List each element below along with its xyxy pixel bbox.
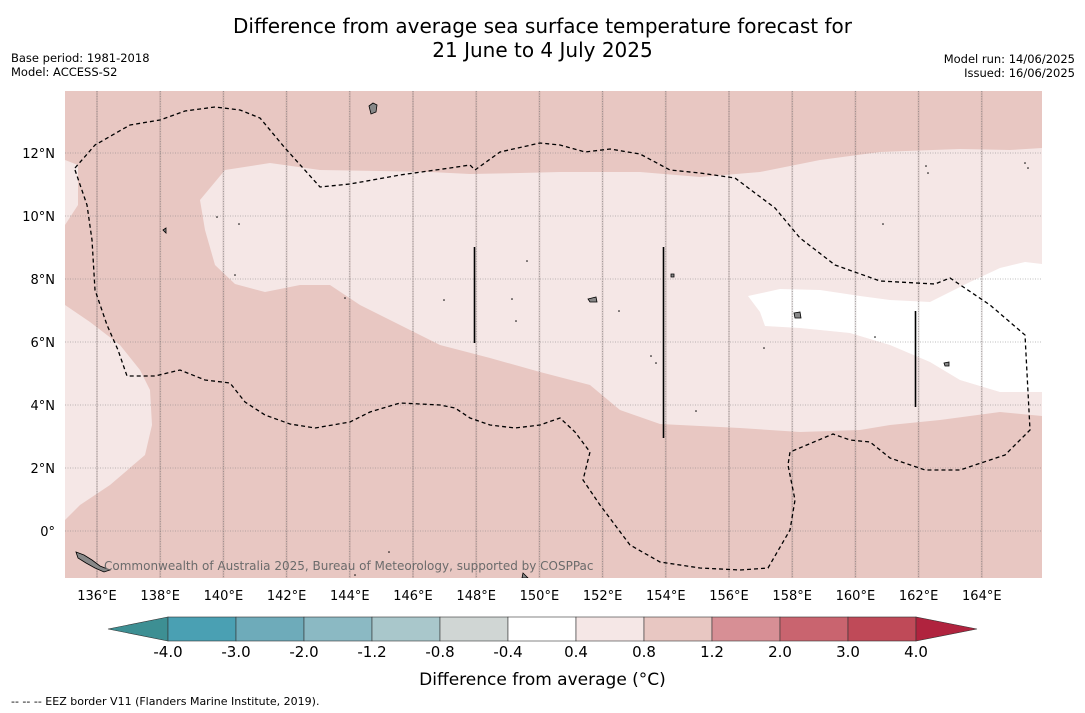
longitude-label: 162°E — [899, 589, 939, 604]
colorbar-over-arrow — [915, 616, 978, 642]
longitude-label: 158°E — [772, 589, 812, 604]
island-pohnpei — [793, 311, 802, 319]
atolls — [216, 162, 1029, 576]
anomaly-band-0.4-0.8 — [200, 148, 1042, 432]
latitude-label: 6°N — [31, 336, 56, 351]
latitude-label: 2°N — [31, 462, 56, 477]
island-puluwat — [670, 273, 675, 278]
meridian-band — [791, 91, 794, 578]
colorbar-segment — [711, 616, 781, 642]
latitude-label: 0° — [40, 525, 55, 540]
longitude-label: 156°E — [709, 589, 749, 604]
map-title: Difference from average sea surface temp… — [0, 14, 1085, 62]
colorbar-segment — [303, 616, 373, 642]
colorbar-segment — [847, 616, 917, 642]
meridian-band — [664, 91, 667, 578]
longitude-label: 154°E — [646, 589, 686, 604]
colorbar-segment — [575, 616, 645, 642]
anomaly-se-tongue — [840, 440, 1042, 578]
latitude-label: 4°N — [31, 399, 56, 414]
longitude-label: 136°E — [77, 589, 117, 604]
meridian-band — [980, 91, 983, 578]
colorbar-segment — [371, 616, 441, 642]
longitude-label: 160°E — [836, 589, 876, 604]
footer-note: -- -- -- EEZ border V11 (Flanders Marine… — [11, 695, 320, 708]
longitude-label: 164°E — [962, 589, 1002, 604]
island-ulithi — [162, 227, 167, 234]
eez-border — [74, 106, 1031, 571]
longitude-label: 142°E — [267, 589, 307, 604]
meridian-band — [728, 91, 730, 578]
longitude-label: 144°E — [330, 589, 370, 604]
colorbar-tick-label: 1.2 — [700, 643, 724, 661]
colorbar-label: Difference from average (°C) — [419, 670, 666, 690]
title-line-1: Difference from average sea surface temp… — [232, 14, 852, 38]
colorbar-segment — [643, 616, 713, 642]
colorbar-under-arrow — [107, 616, 169, 642]
island-kosrae — [943, 361, 950, 367]
meridian-band — [538, 91, 541, 578]
longitude-label: 150°E — [520, 589, 560, 604]
anomaly-near-average — [748, 262, 1042, 392]
colorbar-segment — [439, 616, 509, 642]
grid-lines — [65, 91, 1042, 578]
meridian-band — [412, 91, 414, 578]
longitude-labels: 136°E 138°E 140°E 142°E 144°E 146°E 148°E 150°E… — [77, 589, 1001, 604]
latitude-label: 12°N — [22, 147, 55, 162]
meta-right: Model run: 14/06/2025 Issued: 16/06/2025 — [944, 52, 1075, 80]
colorbar — [107, 616, 978, 642]
meridian-band — [159, 91, 162, 578]
meridian-band — [222, 91, 225, 578]
meridian-band — [285, 91, 288, 578]
meridian-band — [96, 91, 98, 578]
colorbar-tick-label: 3.0 — [836, 643, 860, 661]
longitude-label: 148°E — [456, 589, 496, 604]
colorbar-tick-label: -4.0 — [153, 643, 183, 661]
colorbar-tick-label: -1.2 — [357, 643, 387, 661]
model-name: Model: ACCESS-S2 — [11, 65, 118, 79]
islands — [75, 102, 950, 578]
anomaly-west-edge-north — [65, 160, 78, 225]
latitude-label: 8°N — [31, 273, 56, 288]
longitude-label: 146°E — [393, 589, 433, 604]
latitude-label: 10°N — [22, 210, 55, 225]
watermark: Commonwealth of Australia 2025, Bureau o… — [104, 559, 594, 573]
island-chuuk — [587, 296, 598, 303]
issued-date: Issued: 16/06/2025 — [964, 66, 1075, 80]
colorbar-tick-label: -0.4 — [493, 643, 523, 661]
longitude-label: 138°E — [140, 589, 180, 604]
island-new-ireland — [521, 572, 529, 578]
anomaly-west-edge-south — [65, 305, 152, 520]
base-period: Base period: 1981-2018 — [11, 51, 150, 65]
island-new-guinea-coast — [75, 551, 112, 573]
meridian-band — [854, 91, 857, 578]
colorbar-tick-label: 0.4 — [564, 643, 588, 661]
meta-left: Base period: 1981-2018 Model: ACCESS-S2 — [11, 51, 150, 79]
colorbar-segment — [167, 616, 237, 642]
colorbar-tick-label: -2.0 — [289, 643, 319, 661]
colorbar-tick-label: -0.8 — [425, 643, 455, 661]
colorbar-tick-label: 4.0 — [904, 643, 928, 661]
map-area: Commonwealth of Australia 2025, Bureau o… — [65, 91, 1042, 578]
colorbar-tick-label: -3.0 — [221, 643, 251, 661]
latitude-labels: 12°N 10°N 8°N 6°N 4°N 2°N 0° — [22, 147, 55, 540]
meridian-bands — [96, 91, 983, 578]
colorbar-segment — [235, 616, 305, 642]
longitude-label: 152°E — [583, 589, 623, 604]
longitude-label: 140°E — [204, 589, 244, 604]
island-guam — [368, 102, 378, 115]
title-line-2: 21 June to 4 July 2025 — [432, 38, 653, 62]
meridian-band — [348, 91, 351, 578]
meridian-band — [475, 91, 478, 578]
colorbar-segment — [779, 616, 849, 642]
colorbar-tick-label: 2.0 — [768, 643, 792, 661]
colorbar-segment — [507, 616, 577, 642]
meridian-band — [917, 91, 920, 578]
model-run: Model run: 14/06/2025 — [943, 52, 1075, 66]
colorbar-tick-label: 0.8 — [632, 643, 656, 661]
meridian-band — [601, 91, 604, 578]
